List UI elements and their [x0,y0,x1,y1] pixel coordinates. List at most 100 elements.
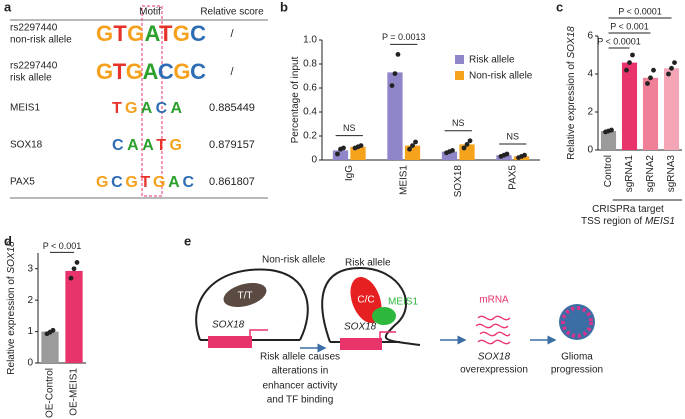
glioma-cell [561,306,593,338]
y-tick-label: 0.4 [303,107,317,118]
bar [332,150,349,160]
annotation: P < 0.0001 [618,6,662,16]
x-tick-label: PAX5 [507,165,518,190]
y-tick-label: 0.6 [303,83,317,94]
motif-letter: T [113,59,127,84]
motif-letter: A [168,174,180,191]
motif-letter: C [112,137,124,154]
motif-letter: A [141,100,153,117]
column-header: Motif [139,7,161,18]
y-axis-title-part: SOX18 [566,26,577,59]
replicate-point [504,151,510,157]
y-tick-label: 4 [587,69,593,80]
column-header: Relative score [200,7,264,18]
replicate-point [407,146,412,152]
row-label: rs2297440 [10,61,58,72]
x-tick-label: OE-Control [45,368,56,418]
y-tick-label: 0 [587,145,593,156]
bar [621,62,638,150]
motif-letter: C [190,59,206,84]
motif-letter: T [112,100,122,117]
score: 0.885449 [209,102,255,114]
label: progression [551,365,603,376]
motif-letter: G [125,174,137,191]
allele [223,282,267,308]
y-tick-label: 6 [587,31,593,42]
legend-swatch [455,71,464,80]
annotation: P < 0.0001 [597,36,641,46]
bar [387,72,403,160]
snp-box [141,5,163,197]
motif-letter: G [170,137,182,154]
bar [441,151,458,160]
motif-letter: C [190,21,206,46]
y-tick-label: 3 [27,263,33,274]
legend-label: Non-risk allele [469,71,533,82]
tss-arrow [249,329,268,340]
y-tick-label: 0 [311,155,317,166]
y-tick-label: 0.2 [303,131,317,142]
motif: GTGACGC [96,59,206,84]
replicate-point [335,151,340,157]
x-axis-title: CRISPRa target [592,204,664,215]
motif-letter: G [96,21,113,46]
replicate-point [413,139,418,145]
gene-label: SOX18 [344,322,377,333]
annotation: NS [452,118,465,128]
motif-letter: G [126,59,143,84]
caption: alterations in [272,366,329,377]
x-axis-title-part: TSS region of [581,216,645,227]
bar [496,155,512,160]
replicate-point [450,148,455,153]
row-label: PAX5 [10,177,35,188]
row-label: non-risk allele [10,35,72,46]
x-tick-label: SOX18 [453,165,464,198]
replicate-point [68,275,74,281]
bar [642,77,659,150]
replicate-point [467,138,473,144]
dna-loop [321,266,421,346]
tss-arrow [379,331,396,342]
replicate-point [389,83,395,88]
replicate-point [672,60,677,65]
x-tick-label: sgRNA1 [624,155,635,193]
replicate-point [624,67,629,73]
bar [663,68,680,150]
legend-swatch [455,55,464,64]
y-tick-label: 0.8 [303,59,317,70]
annotation: NS [343,123,356,133]
replicate-point [627,60,632,65]
y-tick-label: 1 [27,326,33,337]
motif-letter: A [144,21,160,46]
panel-label: d [4,233,12,248]
motif-letter: C [158,59,174,84]
score: 0.861807 [209,176,255,188]
replicate-point [461,145,467,151]
label: Risk allele [345,258,391,269]
x-tick-label: IgG [344,165,355,181]
motif-letter: T [113,21,127,46]
motif-letter: G [173,21,190,46]
y-axis-title: Relative expression of SOX18 [6,241,17,375]
replicate-point [645,81,650,86]
replicate-point [410,143,415,149]
x-axis-title-part: MEIS1 [645,216,675,227]
y-tick-label: 2 [27,295,33,306]
y-axis-title-part: SOX18 [6,241,17,274]
motif-letter: G [125,100,137,117]
row-label: SOX18 [10,140,43,151]
label: Glioma [561,352,593,363]
replicate-point [651,67,656,73]
gene-box [208,336,252,348]
row-label: rs2297440 [10,23,58,34]
score: / [230,28,234,40]
legend-label: Risk allele [469,55,515,66]
replicate-point [392,71,398,76]
y-tick-label: 1.0 [303,35,317,46]
x-axis-title: TSS region of MEIS1 [581,216,675,227]
replicate-point [630,52,635,58]
motif-letter: G [96,59,113,84]
mrna [475,315,511,345]
